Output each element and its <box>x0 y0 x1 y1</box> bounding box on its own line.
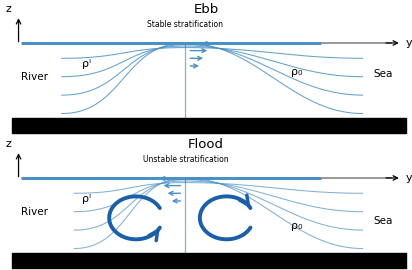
Text: ρᴵ: ρᴵ <box>82 194 91 204</box>
Text: ρ₀: ρ₀ <box>291 221 302 231</box>
Text: Stable stratification: Stable stratification <box>147 20 223 29</box>
Text: River: River <box>21 72 48 82</box>
Text: Sea: Sea <box>373 69 393 79</box>
Text: Flood: Flood <box>188 138 224 151</box>
Text: ρ₀: ρ₀ <box>291 67 302 77</box>
Text: Ebb: Ebb <box>193 3 219 16</box>
Text: ρᴵ: ρᴵ <box>82 59 91 69</box>
Text: River: River <box>21 207 48 217</box>
Text: z: z <box>5 139 11 149</box>
Text: y: y <box>406 38 412 48</box>
Text: z: z <box>5 4 11 14</box>
Text: Unstable stratification: Unstable stratification <box>143 155 228 164</box>
Text: Sea: Sea <box>373 216 393 226</box>
Text: y: y <box>406 173 412 183</box>
